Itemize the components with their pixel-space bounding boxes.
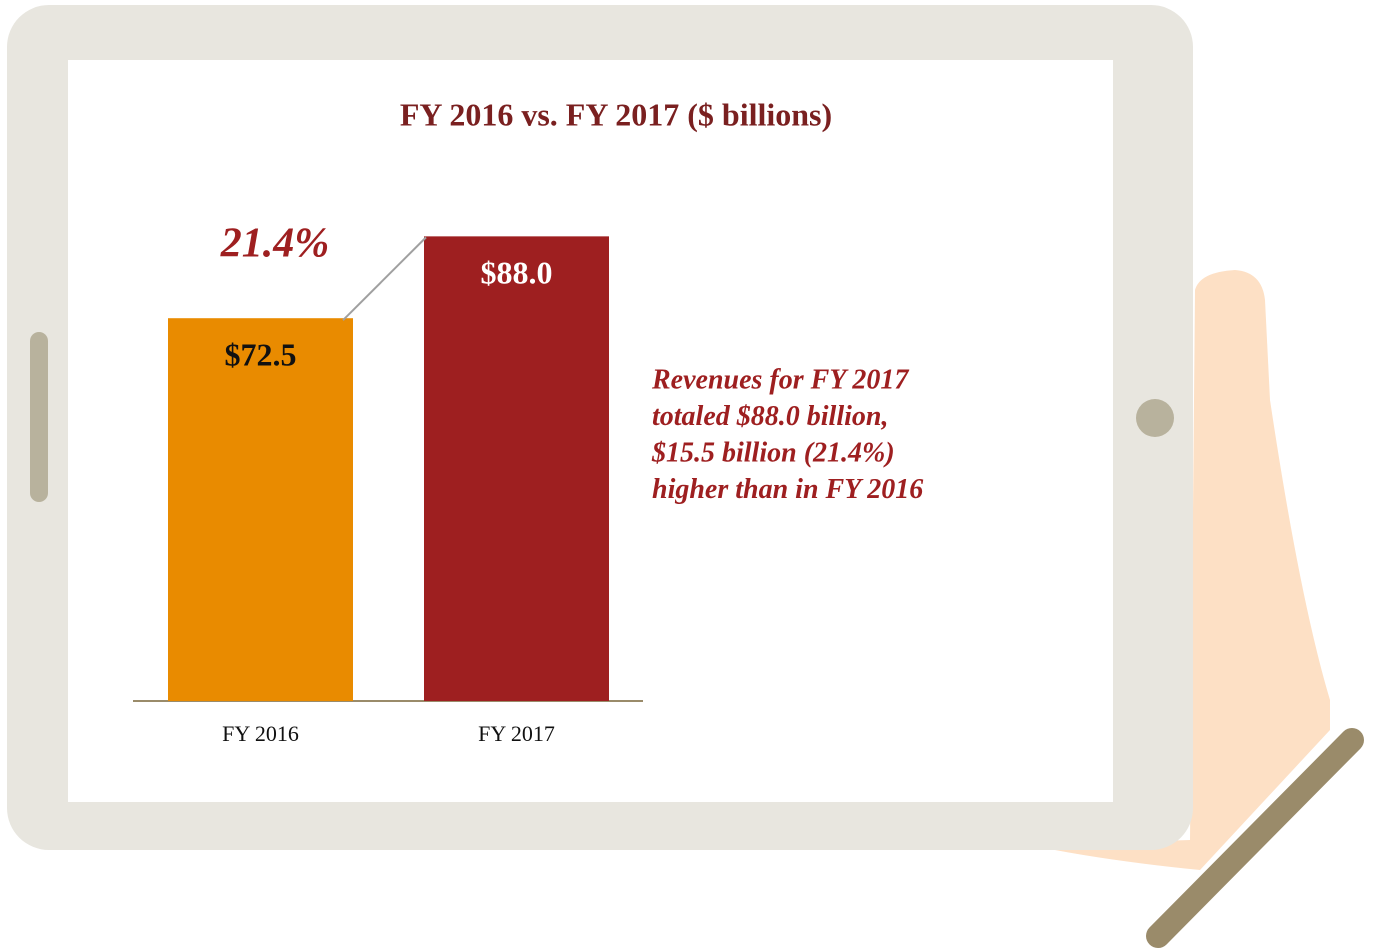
- bar: [424, 236, 609, 701]
- annotation-line: Revenues for FY 2017: [651, 364, 909, 395]
- chart-title: FY 2016 vs. FY 2017 ($ billions): [400, 96, 832, 132]
- value-label: $88.0: [481, 255, 553, 291]
- side-button: [30, 332, 48, 502]
- bar: [168, 318, 353, 701]
- annotation-line: $15.5 billion (21.4%): [651, 437, 895, 468]
- change-label: 21.4%: [220, 221, 330, 267]
- x-tick-label: FY 2016: [222, 721, 299, 746]
- home-button: [1136, 399, 1174, 437]
- value-label: $72.5: [225, 337, 297, 373]
- illustration: FY 2016 vs. FY 2017 ($ billions) $72.5 FY…: [0, 0, 1373, 949]
- x-tick-label: FY 2017: [478, 721, 555, 746]
- annotation-line: higher than in FY 2016: [652, 474, 923, 505]
- annotation-line: totaled $88.0 billion,: [652, 401, 888, 432]
- page: FY 2016 vs. FY 2017 ($ billions) $72.5 FY…: [0, 0, 1373, 949]
